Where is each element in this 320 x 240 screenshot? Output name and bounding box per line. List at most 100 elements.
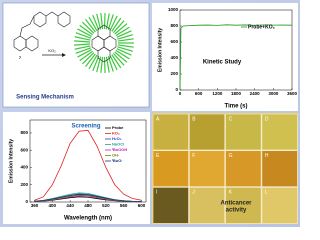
x-tick-label: 600 <box>138 203 146 208</box>
x-tick-label: 360 <box>31 203 39 208</box>
burst-ray <box>115 49 130 60</box>
cell-image <box>152 113 189 151</box>
x-tick-label: 3000 <box>268 91 279 96</box>
legend-label: Probe <box>112 125 124 130</box>
cell-image <box>261 150 298 187</box>
x-tick-label: 600 <box>195 91 203 96</box>
legend-label: H₂O₂ <box>112 136 122 141</box>
legend-label: ᵗBuO· <box>112 158 123 163</box>
cell-image <box>189 113 226 151</box>
product <box>91 24 117 63</box>
burst-ray <box>92 55 100 72</box>
compound-number: 7 <box>19 55 22 60</box>
y-tick-label: 600 <box>20 147 28 152</box>
burst-ray <box>117 34 134 40</box>
cell-image <box>225 187 262 224</box>
y-tick-label: 0 <box>175 87 178 92</box>
panel-label: F <box>192 153 195 159</box>
legend-label: ᵗBuOOH <box>112 147 127 152</box>
y-tick-label: 200 <box>170 71 178 76</box>
burst-ray <box>109 55 118 71</box>
cell-image <box>152 187 189 224</box>
panel-label: J <box>192 190 195 196</box>
mechanism-label: Sensing Mechanism <box>16 95 74 101</box>
y-tick-label: 400 <box>20 165 28 170</box>
x-tick-label: 480 <box>84 203 92 208</box>
series-line <box>179 24 293 91</box>
panel-label: B <box>192 116 196 122</box>
cell-image <box>189 187 226 224</box>
burst-ray <box>85 18 96 33</box>
burst-ray <box>117 46 134 52</box>
burst-ray <box>74 36 91 41</box>
chart-title: Screening <box>71 124 100 130</box>
chart-title: Kinetic Study <box>203 60 242 66</box>
burst-ray <box>111 54 122 69</box>
y-axis-label: Emission Intensity <box>157 28 163 72</box>
burst-ray <box>112 20 125 33</box>
mechanism-panel <box>2 2 150 108</box>
y-tick-label: 800 <box>20 130 28 135</box>
reagent: KO₂ <box>48 48 56 53</box>
y-axis-label: Emission Intensity <box>8 139 14 183</box>
burst-ray <box>117 38 134 42</box>
series-line <box>34 129 142 201</box>
y-tick-label: 600 <box>170 39 178 44</box>
panel-label: A <box>156 116 160 122</box>
burst-ray <box>75 32 92 39</box>
x-tick-label: 440 <box>66 203 74 208</box>
x-axis-label: Wavelength (nm) <box>64 216 112 222</box>
burst-ray <box>109 15 118 31</box>
series-line <box>34 193 142 203</box>
burst-ray <box>105 56 110 73</box>
cell-image <box>225 113 262 151</box>
burst-ray <box>77 28 92 37</box>
caption: Anticancer <box>220 201 252 207</box>
burst-ray <box>82 21 95 34</box>
graphical-abstract: KO₂ 7 Sensing Mechanism A B C D E F G H I J K L 0 60… <box>0 0 300 227</box>
x-tick-label: 2400 <box>250 91 261 96</box>
y-tick-label: 800 <box>170 23 178 28</box>
legend-label: NaOCl <box>112 142 124 147</box>
burst-ray <box>111 17 122 32</box>
burst-ray <box>96 13 102 30</box>
cell-image <box>261 113 298 151</box>
cell-image <box>152 150 189 187</box>
burst-ray <box>85 53 96 68</box>
legend-label: OH· <box>112 153 119 158</box>
burst-ray <box>74 45 91 50</box>
panel-label: C <box>229 116 233 122</box>
caption: activity <box>226 208 247 214</box>
legend-label: Probe+KO₂ <box>248 24 275 30</box>
x-tick-label: 1800 <box>231 91 242 96</box>
x-axis-label: Time (s) <box>225 104 248 110</box>
panel-label: K <box>229 190 233 196</box>
panel-label: G <box>229 153 233 159</box>
burst-ray <box>116 48 132 56</box>
burst-ray <box>88 16 98 32</box>
burst-ray <box>79 50 94 62</box>
burst-ray <box>114 23 128 35</box>
burst-ray <box>74 40 91 43</box>
x-tick-label: 1200 <box>212 91 223 96</box>
panel-label: L <box>265 190 268 196</box>
panel-label: D <box>265 116 269 122</box>
burst-ray <box>103 12 106 30</box>
burst-ray <box>74 43 91 46</box>
panel-label: E <box>156 153 160 159</box>
burst-ray <box>88 54 98 70</box>
y-tick-label: 400 <box>170 55 178 60</box>
y-tick-label: 200 <box>20 182 28 187</box>
burst-ray <box>115 26 130 37</box>
molecule <box>13 11 71 52</box>
burst-ray <box>82 52 95 65</box>
cell-images: A B C D E F G H I J K L <box>152 113 298 224</box>
y-tick-label: 0 <box>25 199 28 204</box>
cell-image <box>189 150 226 187</box>
cell-image <box>225 150 262 187</box>
burst-ray <box>79 24 94 36</box>
burst-ray <box>77 49 92 58</box>
burst-ray <box>100 56 104 73</box>
burst-ray <box>75 47 92 54</box>
x-tick-label: 560 <box>120 203 128 208</box>
